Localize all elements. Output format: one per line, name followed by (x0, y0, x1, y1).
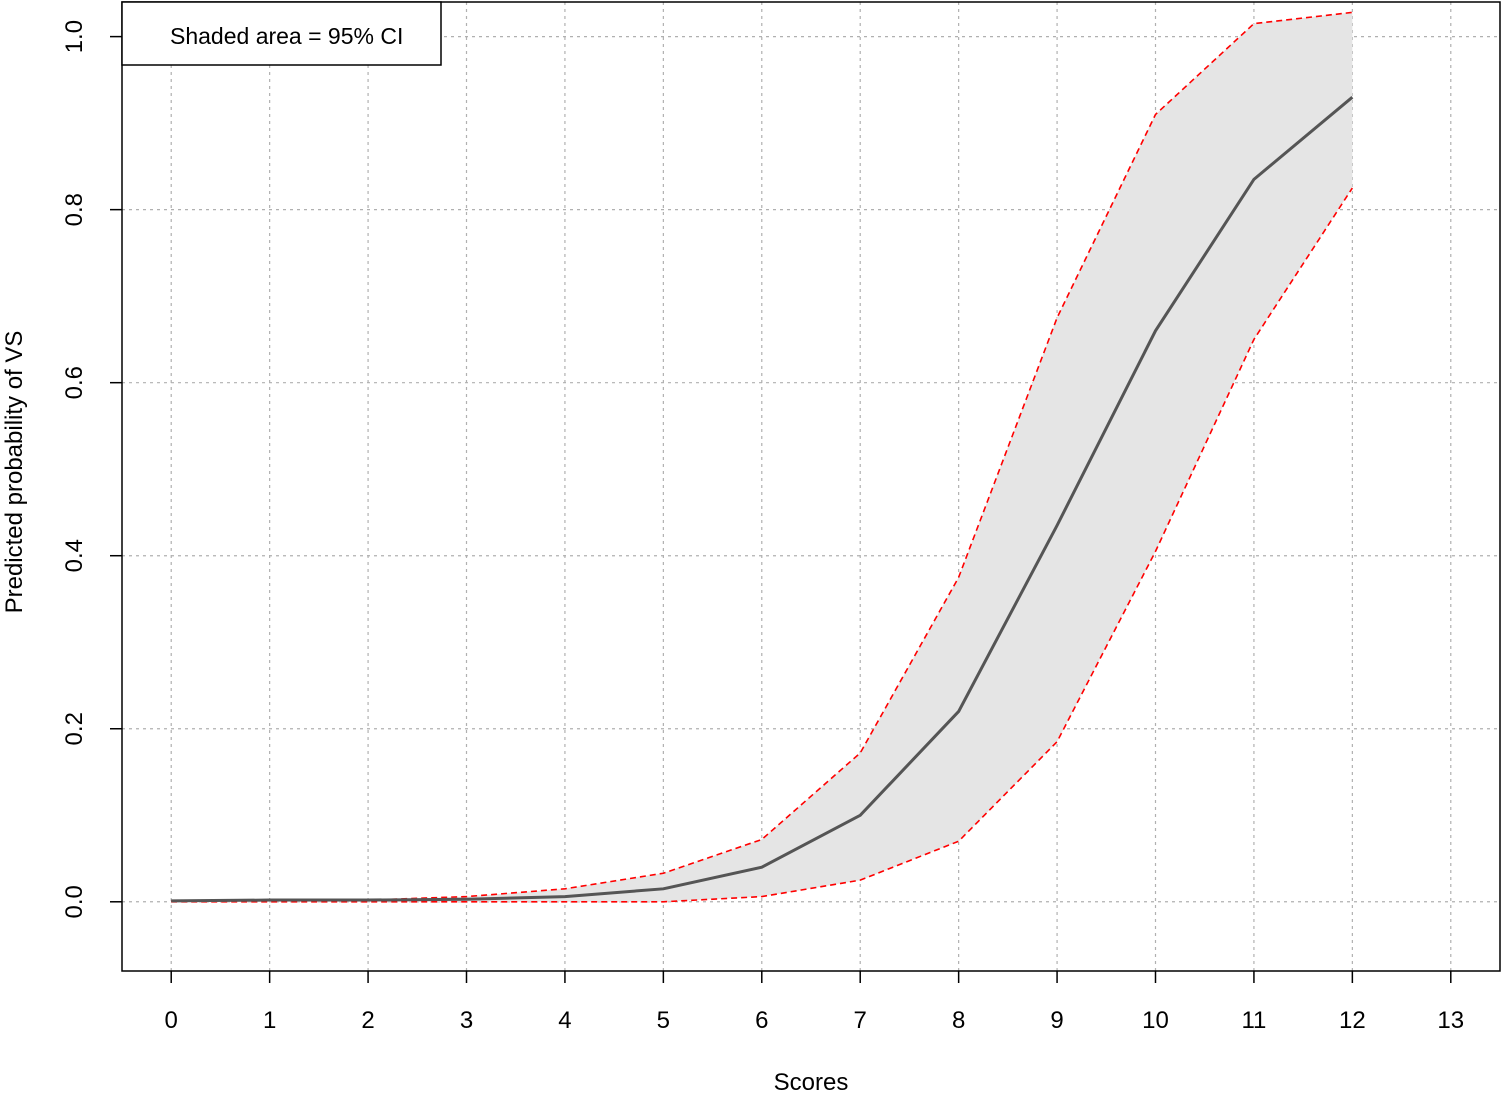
x-tick-label: 11 (1241, 1007, 1266, 1034)
x-tick-label: 8 (952, 1007, 965, 1034)
ci-upper-line (171, 11, 1353, 902)
y-axis-title: Predicted probability of VS (1, 331, 28, 614)
plot-frame (121, 1, 1501, 972)
x-tick-label: 1 (263, 1007, 276, 1034)
x-tick-label: 10 (1142, 1007, 1169, 1034)
x-tick-label: 12 (1339, 1007, 1366, 1034)
x-tick-label: 6 (755, 1007, 768, 1034)
x-tick-label: 5 (657, 1007, 670, 1034)
y-tick-label: 0.2 (61, 712, 88, 745)
x-axis: 0 1 2 3 4 5 6 7 8 9 10 11 12 13 (165, 971, 1464, 1034)
x-tick-label: 4 (558, 1007, 571, 1034)
x-tick-label: 9 (1050, 1007, 1063, 1034)
ci-band (171, 12, 1353, 902)
y-tick-label: 0.6 (61, 366, 88, 399)
legend-box (121, 1, 442, 66)
legend-text: Shaded area = 95% CI (170, 23, 403, 49)
x-tick-label: 7 (854, 1007, 867, 1034)
y-tick-label: 0.4 (61, 539, 88, 572)
y-tick-label: 1.0 (61, 20, 88, 53)
legend: Shaded area = 95% CI (121, 1, 442, 66)
y-tick-label: 0.8 (61, 193, 88, 226)
ci-band-layer (171, 12, 1353, 902)
x-axis-title: Scores (774, 1069, 849, 1094)
predicted-probability-line (171, 96, 1354, 903)
series-layer (171, 11, 1354, 903)
ci-lower-line (171, 187, 1354, 903)
y-tick-label: 0.0 (61, 885, 88, 918)
x-tick-label: 13 (1437, 1007, 1464, 1034)
x-tick-label: 3 (460, 1007, 473, 1034)
x-tick-label: 0 (165, 1007, 178, 1034)
x-tick-label: 2 (361, 1007, 374, 1034)
y-axis: 0.0 0.2 0.4 0.6 0.8 1.0 (61, 20, 122, 918)
